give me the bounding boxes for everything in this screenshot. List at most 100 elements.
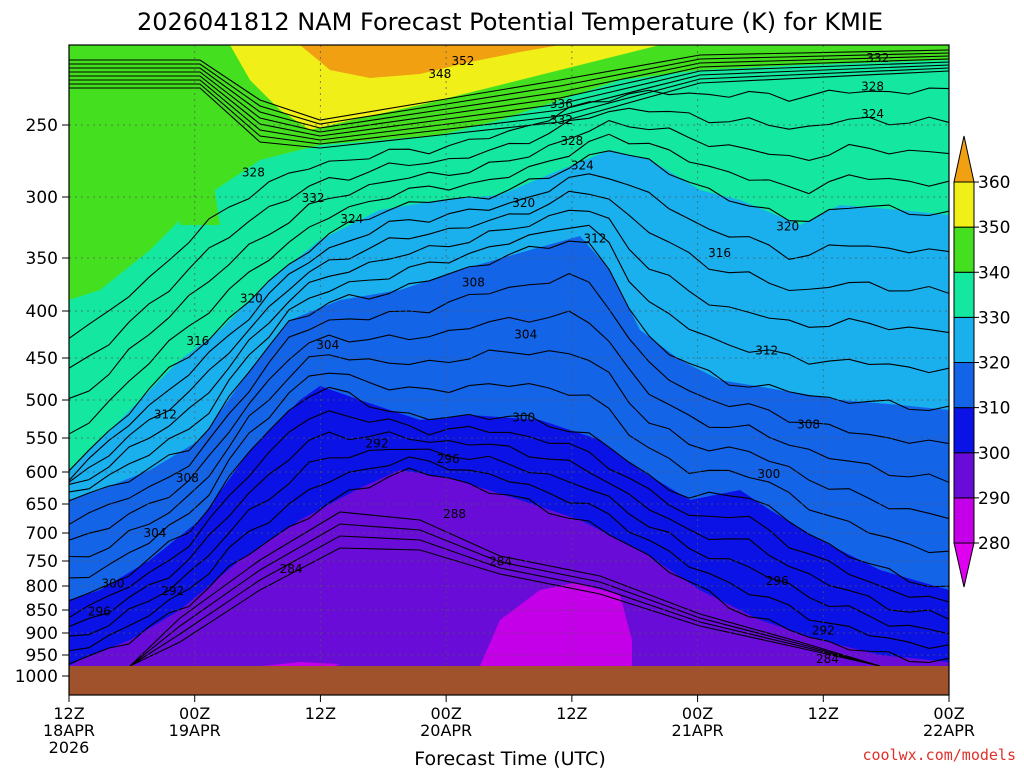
contour-line	[69, 107, 949, 369]
x-tick-label: 22APR	[923, 721, 975, 740]
x-tick-label: 20APR	[420, 721, 472, 740]
colorbar-segment	[953, 316, 975, 363]
x-tick-label: 12Z	[556, 704, 587, 723]
y-tick-label: 650	[26, 495, 58, 515]
y-tick-label: 250	[26, 116, 58, 136]
y-tick-label: 450	[26, 349, 58, 369]
contour-label: 320	[240, 291, 263, 305]
y-tick-label: 750	[26, 552, 58, 572]
contour-label: 284	[489, 555, 512, 569]
x-axis-label: Forecast Time (UTC)	[414, 748, 605, 768]
contour-label: 308	[797, 417, 820, 431]
contour-line	[69, 410, 949, 619]
contour-line	[129, 535, 881, 667]
contour-label: 296	[766, 574, 789, 588]
contour-label: 324	[340, 212, 363, 226]
contour-line	[69, 240, 949, 502]
colorbar-segment	[953, 226, 975, 273]
band-360	[300, 45, 560, 78]
y-tick-label: 800	[26, 577, 58, 597]
contour-line	[69, 150, 949, 472]
contour-line	[69, 190, 949, 483]
credit-text: coolwx.com/models	[862, 746, 1016, 764]
contour-line	[69, 173, 949, 481]
y-axis: 250 300 350 400 450 500 550 600 650 700 750 800 850 9…	[15, 116, 69, 687]
contour-label: 308	[462, 275, 485, 289]
contour-line	[69, 70, 949, 149]
band-290	[69, 470, 949, 695]
contour-label: 328	[861, 80, 884, 94]
colorbar-label: 350	[978, 218, 1010, 238]
contour-line	[69, 49, 949, 121]
contour-line	[69, 58, 949, 133]
y-tick-label: 400	[26, 302, 58, 322]
contour-line	[69, 119, 949, 400]
contour-line	[69, 456, 949, 652]
contour-line	[69, 310, 949, 541]
contour-label: 320	[512, 196, 535, 210]
colorbar-segment	[953, 497, 975, 544]
y-tick-label: 600	[26, 463, 58, 483]
x-tick-label: 00Z	[179, 704, 210, 723]
x-tick-label: 00Z	[933, 704, 964, 723]
contour-label: 316	[708, 246, 731, 260]
band-340-upper-left	[69, 45, 240, 225]
contour-label: 348	[428, 67, 451, 81]
contour-label: 300	[512, 410, 535, 424]
x-tick-label: 21APR	[672, 721, 724, 740]
contour-label: 320	[776, 219, 799, 233]
x-tick-label: 2026	[49, 738, 90, 757]
colorbar-label: 340	[978, 263, 1010, 283]
contour-label: 312	[755, 343, 778, 357]
contour-label: 296	[437, 452, 460, 466]
contour-label: 328	[560, 134, 583, 148]
grid-lines	[69, 45, 949, 695]
y-tick-label: 1000	[15, 667, 58, 687]
colorbar: 280 290 300 310 320 330 340 350 360	[953, 135, 1010, 588]
contour-label: 332	[866, 51, 889, 65]
contour-label: 316	[186, 334, 209, 348]
contour-label: 332	[302, 191, 325, 205]
contour-line	[69, 133, 949, 435]
y-tick-label: 500	[26, 391, 58, 411]
ground-below-surface	[69, 666, 949, 695]
x-tick-label: 12Z	[53, 704, 84, 723]
contour-line	[69, 67, 949, 145]
contour-lines	[69, 49, 949, 667]
y-tick-label: 550	[26, 429, 58, 449]
contour-label: 328	[242, 166, 265, 180]
contour-line	[129, 547, 881, 667]
contour-label: 292	[161, 584, 184, 598]
colorbar-extend-high	[953, 135, 975, 183]
contour-label: 308	[176, 471, 199, 485]
y-tick-label: 300	[26, 188, 58, 208]
y-tick-label: 700	[26, 524, 58, 544]
contour-label: 324	[861, 107, 884, 121]
contour-line	[69, 52, 949, 125]
contour-label: 352	[451, 54, 474, 68]
contour-line	[69, 448, 949, 637]
x-tick-label: 12Z	[808, 704, 839, 723]
colorbar-label: 280	[978, 534, 1010, 554]
colorbar-segment	[953, 452, 975, 499]
contour-label: 304	[316, 338, 339, 352]
contour-label: 304	[143, 526, 166, 540]
colorbar-label: 320	[978, 354, 1010, 374]
contour-label: 296	[88, 604, 111, 618]
contour-label: 324	[571, 158, 594, 172]
contour-label: 304	[514, 328, 537, 342]
contour-label: 292	[366, 436, 389, 450]
contour-line	[69, 386, 949, 602]
y-tick-label: 900	[26, 624, 58, 644]
colorbar-label: 290	[978, 489, 1010, 509]
contour-label: 300	[102, 577, 125, 591]
colorbar-segment	[953, 362, 975, 409]
colorbar-segment	[953, 407, 975, 454]
colorbar-label: 300	[978, 444, 1010, 464]
contour-line	[69, 209, 949, 486]
contour-line	[129, 523, 881, 667]
